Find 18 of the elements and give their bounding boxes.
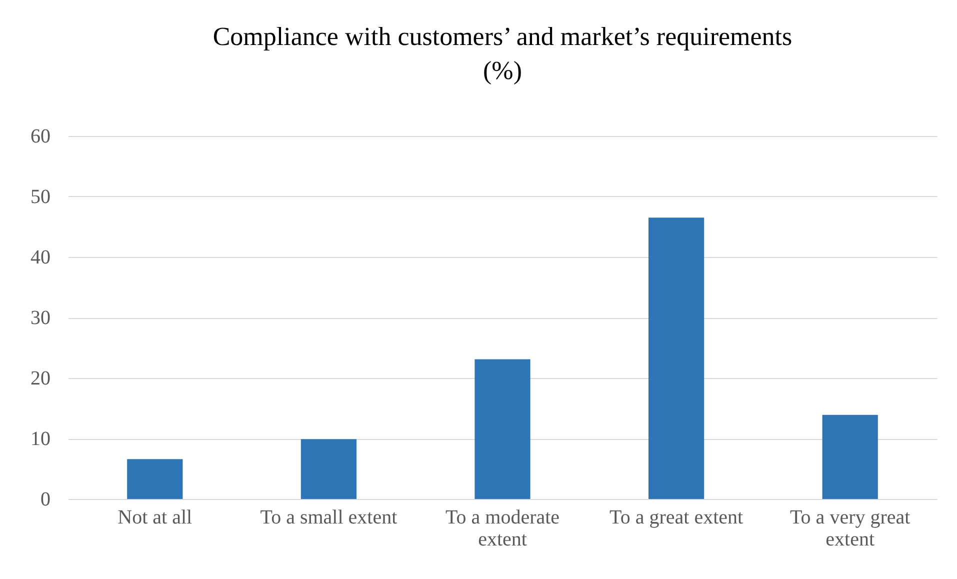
bar xyxy=(822,414,878,499)
chart-title: Compliance with customers’ and market’s requirements (%) xyxy=(212,22,792,85)
x-tick-label: To a small extent xyxy=(260,506,398,528)
y-tick-label: 60 xyxy=(30,126,50,148)
y-tick-label: 20 xyxy=(30,368,50,390)
y-tick-label: 40 xyxy=(30,246,50,268)
bar xyxy=(474,359,530,499)
y-tick-label: 50 xyxy=(30,186,50,208)
bar xyxy=(127,459,183,499)
x-tick-label: To a great extent xyxy=(610,506,744,528)
x-tick-label: To a moderate extent xyxy=(445,506,560,550)
y-tick-label: 30 xyxy=(30,307,50,329)
y-tick-label: 10 xyxy=(30,428,50,450)
y-tick-label: 0 xyxy=(40,488,50,510)
x-tick-label: Not at all xyxy=(118,506,193,528)
bar xyxy=(648,218,704,499)
x-tick-label: To a very great extent xyxy=(790,506,911,550)
bar xyxy=(300,439,357,499)
